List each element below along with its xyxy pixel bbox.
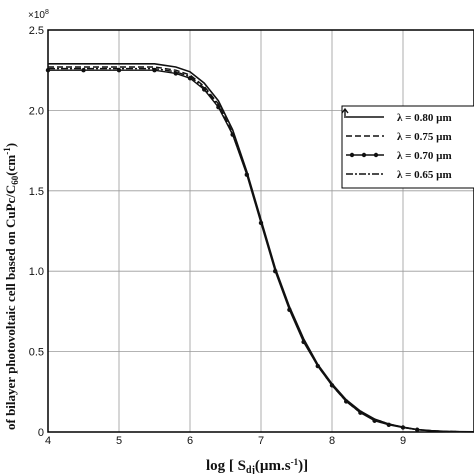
x-title-sub: dj (246, 465, 255, 474)
x-tick-label: 9 (400, 435, 406, 447)
series-point (173, 71, 178, 76)
legend-marker (361, 152, 367, 158)
legend-label-1: λ = 0.80 µm (397, 112, 452, 124)
series-markers (45, 68, 420, 432)
y-tick-label: 1.0 (29, 266, 44, 278)
series-lines (48, 62, 474, 433)
series-point (216, 104, 221, 110)
series-point (344, 399, 349, 404)
series-point (273, 269, 278, 274)
y-multiplier: ×108 (28, 9, 49, 21)
series-point (358, 410, 363, 415)
y-tick-label: 0 (38, 427, 44, 439)
series-point (258, 220, 264, 226)
x-tick-label: 4 (45, 435, 51, 447)
x-tick-label: 5 (116, 435, 122, 447)
series-point (400, 425, 406, 430)
series-point (116, 68, 122, 73)
y-multiplier-exp: 8 (45, 9, 49, 16)
series-point (244, 172, 249, 177)
series-point (230, 132, 235, 137)
x-title-main: log [ S (206, 458, 246, 474)
legend-label-4: λ = 0.65 µm (397, 169, 452, 181)
grid (47, 29, 474, 433)
x-title-sup: -1 (291, 457, 299, 467)
y-tick-label: 0.5 (29, 347, 44, 359)
series-point (202, 87, 207, 92)
x-tick-label: 6 (187, 435, 193, 447)
legend-marker (349, 152, 355, 158)
y-title-sup: -1 (2, 147, 12, 155)
series-point (372, 418, 377, 423)
y-tick-label: 2.0 (29, 105, 44, 117)
x-axis-title: log [ Sdj(µm.s-1)] (206, 457, 308, 474)
x-title-end: )] (298, 458, 308, 474)
series-point (152, 68, 157, 73)
series-point (386, 422, 391, 427)
series-point (187, 76, 193, 81)
y-title-unit: (cm (3, 155, 18, 176)
y-axis-title: of bilayer photovoltaic cell based on Cu… (2, 143, 20, 430)
y-title-sub: 60 (10, 175, 20, 185)
plot-frame (47, 29, 474, 433)
y-tick-label: 1.5 (29, 186, 44, 198)
legend-label-3: λ = 0.70 µm (397, 150, 452, 162)
series-line-4 (48, 67, 474, 433)
y-title-end: ) (3, 143, 18, 147)
series-point (45, 68, 51, 73)
y-tick-labels: 0 0.5 1.0 1.5 2.0 2.5 (29, 25, 44, 439)
series-point (301, 339, 306, 345)
legend-marker (373, 152, 379, 158)
legend-label-2: λ = 0.75 µm (397, 131, 452, 143)
x-tick-label: 8 (329, 435, 335, 447)
y-multiplier-base: ×10 (28, 10, 45, 21)
series-point (287, 307, 292, 312)
series-point (415, 427, 420, 432)
legend-arrow-icon (341, 107, 349, 118)
x-tick-labels: 4 5 6 7 8 9 (45, 435, 406, 447)
y-title-main: of bilayer photovoltaic cell based on Cu… (3, 185, 18, 430)
x-title-unit: (µm.s (255, 458, 291, 474)
y-tick-label: 2.5 (29, 25, 44, 37)
series-point (329, 383, 335, 388)
series-point (81, 68, 86, 73)
x-tick-label: 7 (258, 435, 264, 447)
legend: λ = 0.80 µm λ = 0.75 µm λ = 0.70 µm λ = 0.6… (341, 105, 474, 189)
series-point (315, 363, 320, 369)
